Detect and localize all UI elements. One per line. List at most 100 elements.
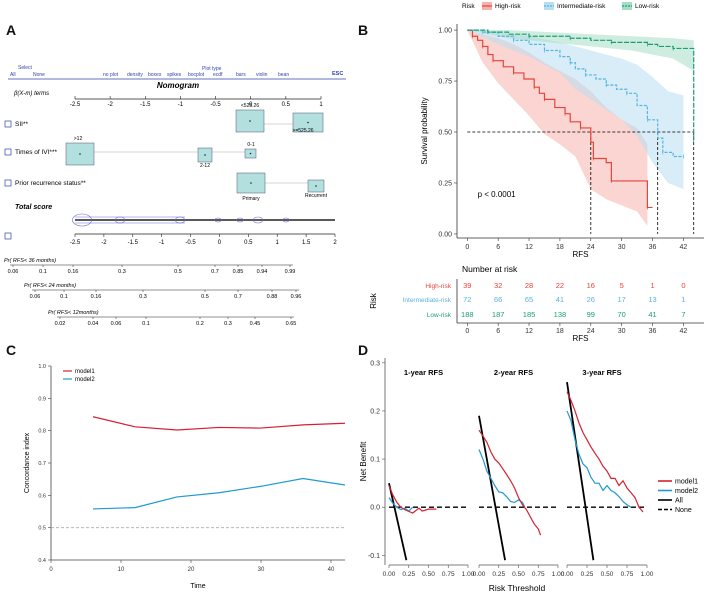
panel-label-d: D [358,342,369,358]
km-survival-panel: Risk High-risk Intermediate-risk Low-risk 0.… [369,2,704,343]
y-tick-label: 1.00 [438,28,452,35]
risk-count: 22 [556,281,564,290]
risk-x-tick-label: 30 [618,328,626,335]
probability-tick-label: 0.16 [91,294,102,300]
probability-tick-label: 0.3 [224,321,232,327]
model1-line [478,429,542,536]
risk-count: 41 [556,295,564,304]
y-tick-label: -0.1 [368,553,380,560]
model1-line [566,391,644,513]
probability-tick-label: 0.16 [68,269,79,275]
level-dot [79,153,81,155]
x-tick-label: 0.75 [532,571,545,578]
x-tick-label: 1.00 [462,571,475,578]
nomogram-title: Nomogram [157,81,199,90]
confidence-band [467,30,648,226]
risk-count: 1 [650,281,654,290]
risk-count: 66 [494,295,502,304]
toolbar-option[interactable]: bars [236,72,246,78]
row-checkbox[interactable] [4,179,12,187]
x-tick-label: 0.50 [422,571,435,578]
x-tick-label: 0.50 [601,571,614,578]
probability-tick-label: 0.3 [139,294,147,300]
risk-x-tick-label: 18 [556,328,564,335]
survival-curve [467,29,653,209]
y-tick-label: 0.9 [38,396,46,402]
x-tick-label: 0.50 [512,571,525,578]
toolbar-option[interactable]: bocplot [188,72,205,78]
risk-count: 72 [463,295,471,304]
legend-entry: None [675,507,692,514]
probability-tick-label: 0.3 [118,269,126,275]
x-tick-label: 0.25 [402,571,415,578]
risk-row-label: Intermediate-risk [403,297,452,304]
risk-x-tick-label: 24 [587,328,595,335]
toolbar-option[interactable]: ecdf [213,72,223,78]
total-checkbox[interactable] [4,232,12,240]
model2-line [566,410,632,508]
level-dot [250,182,252,184]
model2-line [478,449,526,508]
plot-type-label: Plot type [202,66,222,72]
row-checkbox[interactable] [4,148,12,156]
x-axis-label: Time [190,583,205,590]
y-tick-label: 0.4 [38,558,46,564]
none-link[interactable]: None [33,72,45,78]
probability-tick-label: 0.7 [211,269,219,275]
legend-entry: High-risk [495,3,521,10]
probability-tick-label: 0.5 [201,294,209,300]
risk-count: 7 [681,310,685,319]
risk-x-tick-label: 12 [525,328,533,335]
risk-count: 5 [620,281,624,290]
x-tick-label: 40 [328,567,335,573]
level-label: >12 [74,136,83,142]
probability-tick-label: 0.02 [55,321,66,327]
y-tick-label: 0.1 [370,457,380,464]
toolbar-option[interactable]: bean [278,72,289,78]
risk-count: 187 [492,310,505,319]
y-axis-label: Net Benefit [359,441,368,481]
model1-line [388,485,437,514]
toolbar-option[interactable]: spikes [167,72,182,78]
legend-entry: model2 [675,488,698,495]
x-tick-label: 10 [118,567,125,573]
probability-tick-label: 0.1 [142,321,150,327]
probability-tick-label: 0.04 [88,321,99,327]
x-tick-label: 0 [465,244,469,251]
probability-row-label: Pr( RFS< 36 months) [4,258,56,264]
toolbar-option[interactable]: boxes [148,72,162,78]
risk-count: 32 [494,281,502,290]
confidence-band [467,30,694,71]
level-label: Primary [242,196,260,202]
x-tick-label: 20 [188,567,195,573]
x-tick-label: 0.00 [383,571,396,578]
level-label: >=525.26 [292,128,313,134]
toolbar-option[interactable]: no plot [103,72,119,78]
y-tick-label: 0.6 [38,493,46,499]
total-tick-label: -2.5 [70,240,81,246]
all-line [388,482,408,561]
beta-tick-label: -2 [107,102,113,108]
toolbar-option[interactable]: density [127,72,143,78]
x-tick-label: 24 [587,244,595,251]
risk-count: 16 [587,281,595,290]
y-tick-label: 0.7 [38,461,46,467]
toolbar-option[interactable]: violin [256,72,268,78]
x-tick-label: 0.00 [473,571,486,578]
risk-y-axis-label: Risk [369,292,378,309]
beta-tick-label: -2.5 [70,102,81,108]
total-score-label: Total score [15,204,52,211]
beta-tick-label: -1 [178,102,184,108]
x-tick-label: 30 [618,244,626,251]
all-link[interactable]: All [10,72,16,78]
x-tick-label: 18 [556,244,564,251]
probability-tick-label: 0.45 [250,321,261,327]
row-checkbox[interactable] [4,120,12,128]
esc-button[interactable]: ESC [332,71,343,77]
risk-x-tick-label: 0 [465,328,469,335]
risk-count: 99 [587,310,595,319]
y-tick-label: 0.50 [438,130,452,137]
level-label: 2-12 [200,163,210,169]
level-dot [204,154,206,156]
